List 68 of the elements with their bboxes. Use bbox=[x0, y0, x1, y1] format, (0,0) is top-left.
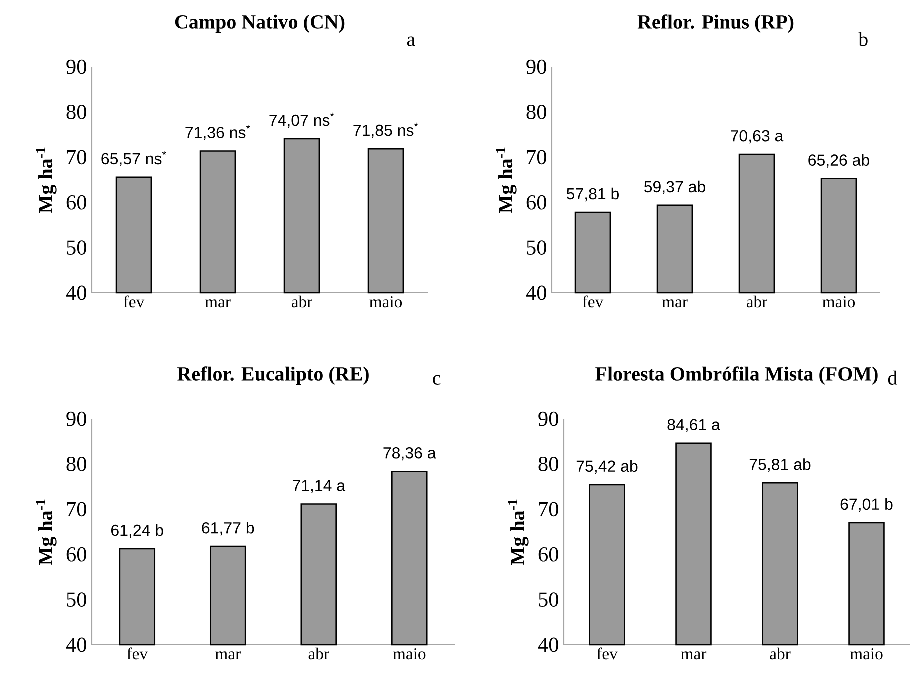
data-label: 67,01 b bbox=[840, 498, 893, 512]
y-tick-label: 50 bbox=[539, 592, 558, 607]
x-tick-label: abr bbox=[308, 648, 330, 660]
data-label: 78,36 a bbox=[384, 447, 436, 461]
y-tick-label: 50 bbox=[67, 592, 86, 607]
y-tick-label: 40 bbox=[66, 286, 86, 300]
x-tick-label: mar bbox=[662, 300, 688, 308]
y-tick-label: 90 bbox=[66, 60, 86, 74]
y-axis-title: Mg ha$^{-1}$ bbox=[496, 148, 517, 214]
data-label: 61,77 b bbox=[202, 522, 254, 536]
data-label: 75,42 ab bbox=[576, 460, 638, 474]
x-tick-label: maio bbox=[850, 648, 883, 660]
x-tick-label: fev bbox=[597, 648, 618, 660]
x-tick-label: abr bbox=[770, 648, 791, 660]
y-tick-label: 50 bbox=[67, 240, 86, 255]
y-tick-label: 50 bbox=[527, 240, 546, 255]
data-label: 65,57 ns$^{*}$ bbox=[102, 151, 166, 166]
x-tick-label: maio bbox=[393, 648, 426, 660]
y-tick-label: 60 bbox=[526, 195, 546, 210]
y-tick-label: 60 bbox=[66, 547, 86, 562]
data-label: 74,07 ns$^{*}$ bbox=[270, 112, 334, 128]
x-tick-label: mar bbox=[681, 652, 707, 660]
data-label: 75,81 ab bbox=[750, 458, 811, 472]
y-tick-label: 40 bbox=[538, 638, 558, 652]
y-tick-label: 90 bbox=[538, 412, 558, 426]
chart-title: Reflor. Pinus (RP) bbox=[638, 14, 794, 33]
y-tick-label: 70 bbox=[67, 502, 86, 517]
y-tick-label: 40 bbox=[66, 638, 86, 652]
chart-title: Reflor. Eucalipto (RE) bbox=[178, 366, 369, 385]
x-tick-label: mar bbox=[205, 300, 231, 308]
chart-title: Campo Nativo (CN) bbox=[175, 14, 345, 33]
x-tick-label: fev bbox=[124, 296, 145, 308]
text: d bbox=[888, 370, 898, 385]
data-label: 65,26 ab bbox=[808, 154, 870, 168]
x-tick-label: maio bbox=[822, 296, 856, 308]
y-tick-label: 70 bbox=[539, 502, 558, 517]
x-tick-label: abr bbox=[746, 296, 768, 308]
y-axis-title: Mg ha$^{-1}$ bbox=[36, 148, 57, 214]
data-label: 71,36 ns$^{*}$ bbox=[186, 125, 250, 140]
y-tick-label: 70 bbox=[527, 150, 546, 165]
y-tick-label: 40 bbox=[526, 286, 546, 300]
y-tick-label: 60 bbox=[66, 195, 86, 210]
y-tick-label: 70 bbox=[67, 150, 86, 165]
x-tick-label: maio bbox=[370, 296, 402, 308]
y-tick-label: 80 bbox=[538, 457, 558, 472]
y-tick-label: 80 bbox=[66, 105, 86, 120]
y-axis-title: Mg ha$^{-1}$ bbox=[508, 500, 529, 566]
x-tick-label: fev bbox=[127, 648, 148, 660]
y-tick-label: 80 bbox=[526, 105, 546, 120]
data-label: 70,63 a bbox=[731, 130, 784, 144]
x-tick-label: mar bbox=[216, 652, 241, 660]
data-label: 57,81 b bbox=[566, 188, 619, 202]
data-label: 61,24 b bbox=[112, 524, 164, 538]
y-tick-label: 80 bbox=[66, 457, 86, 472]
text: c bbox=[433, 375, 441, 385]
data-label: 71,14 a bbox=[293, 480, 346, 494]
x-tick-label: fev bbox=[582, 296, 604, 308]
text: b bbox=[858, 32, 868, 46]
data-label: 71,85 ns$^{*}$ bbox=[354, 122, 418, 138]
data-label: 84,61 a bbox=[668, 419, 720, 432]
y-tick-label: 90 bbox=[66, 412, 86, 426]
chart-title: Floresta Ombrófila Mista (FOM) bbox=[596, 366, 878, 385]
y-axis-title: Mg ha$^{-1}$ bbox=[36, 500, 57, 566]
y-tick-label: 90 bbox=[526, 60, 546, 74]
data-label: 59,37 ab bbox=[644, 180, 706, 195]
x-tick-label: abr bbox=[292, 296, 312, 308]
text: a bbox=[407, 36, 416, 46]
y-tick-label: 60 bbox=[538, 547, 558, 562]
